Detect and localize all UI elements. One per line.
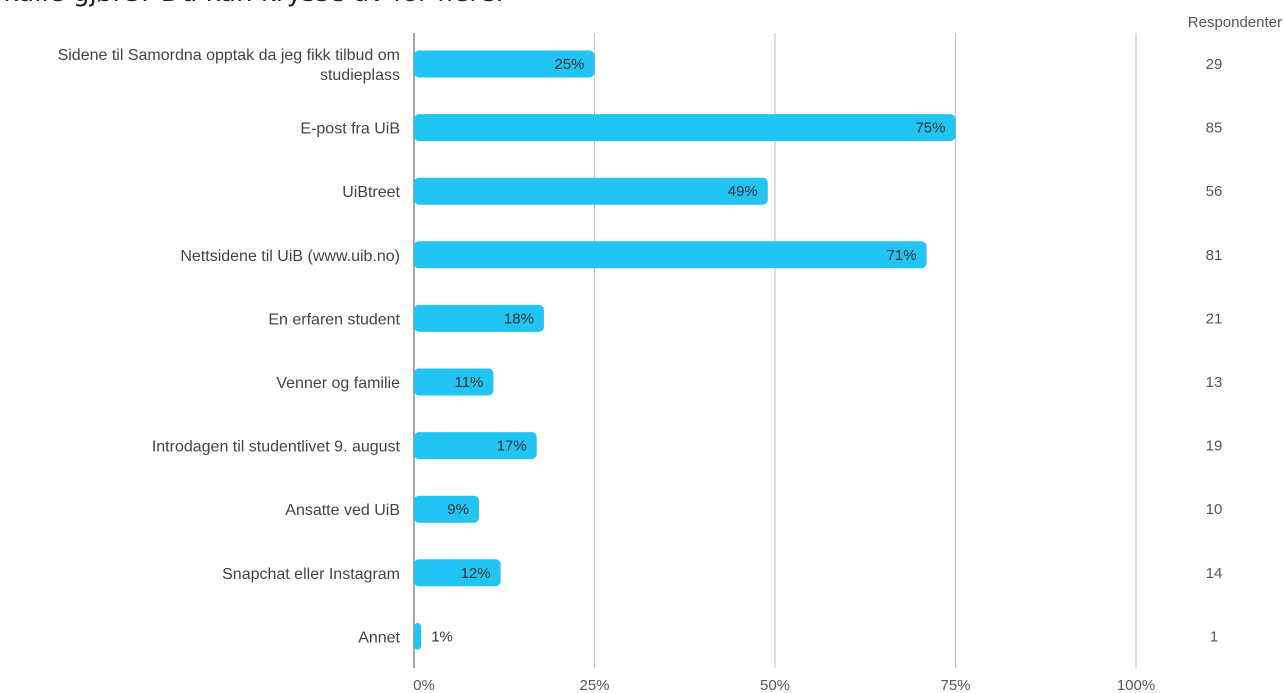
value-label: 18% xyxy=(504,310,534,327)
value-label: 49% xyxy=(728,183,758,200)
category-label: Ansatte ved UiB xyxy=(285,502,400,519)
bar xyxy=(414,177,768,205)
bar xyxy=(414,559,501,587)
respondent-count: 13 xyxy=(1206,374,1223,391)
respondent-count: 19 xyxy=(1206,438,1223,455)
category-label-line: Ansatte ved UiB xyxy=(285,502,400,519)
category-label-line: Venner og familie xyxy=(276,375,400,392)
category-label: Sidene til Samordna opptak da jeg fikk t… xyxy=(58,47,400,84)
category-label-line: Introdagen til studentlivet 9. august xyxy=(152,439,401,456)
category-label: En erfaren student xyxy=(268,311,400,328)
value-labels: 25% 75% 49% 71% 18% 11% 17% 9% 12% 1% xyxy=(431,56,945,645)
x-tick-label: 25% xyxy=(579,677,609,693)
category-label-line: E-post fra UiB xyxy=(300,121,400,138)
bar xyxy=(414,432,537,460)
respondents-header: Respondenter xyxy=(1187,14,1282,31)
category-labels: Sidene til Samordna opptak da jeg fikk t… xyxy=(58,47,401,646)
bar xyxy=(414,50,595,78)
respondent-counts: 29 85 56 81 21 13 19 10 14 1 xyxy=(1206,56,1223,645)
x-axis-ticks: 0% 25% 50% 75% 100% xyxy=(413,677,1155,693)
respondent-count: 29 xyxy=(1206,56,1223,73)
category-label-line: En erfaren student xyxy=(268,311,400,328)
bar xyxy=(414,368,494,396)
value-label: 9% xyxy=(447,501,469,518)
bar xyxy=(414,622,422,650)
respondent-count: 81 xyxy=(1206,247,1223,264)
category-label-line: Sidene til Samordna opptak da jeg fikk t… xyxy=(58,47,400,64)
category-label-line: Snapchat eller Instagram xyxy=(222,566,400,583)
category-label-line: Annet xyxy=(358,629,400,646)
category-label: Nettsidene til UiB (www.uib.no) xyxy=(180,248,400,265)
page-title: skulle gjøre? Du kan krysse av for flere… xyxy=(0,0,504,8)
respondent-count: 21 xyxy=(1206,310,1223,327)
respondent-count: 56 xyxy=(1206,183,1223,200)
category-label-line: studieplass xyxy=(320,67,400,84)
category-label: Annet xyxy=(358,629,400,646)
category-label: Venner og familie xyxy=(276,375,400,392)
x-tick-label: 50% xyxy=(760,677,790,693)
bars xyxy=(414,50,956,650)
respondent-count: 10 xyxy=(1206,501,1223,518)
x-tick-label: 100% xyxy=(1117,677,1155,693)
bar xyxy=(414,241,927,269)
bar xyxy=(414,304,544,332)
category-label: Snapchat eller Instagram xyxy=(222,566,400,583)
value-label: 17% xyxy=(497,438,527,455)
x-tick-label: 75% xyxy=(940,677,970,693)
category-label-line: UiBtreet xyxy=(342,184,400,201)
bar xyxy=(414,114,956,142)
category-label: E-post fra UiB xyxy=(300,121,400,138)
category-label: UiBtreet xyxy=(342,184,400,201)
x-tick-label: 0% xyxy=(413,677,435,693)
bar xyxy=(414,495,479,523)
category-label: Introdagen til studentlivet 9. august xyxy=(152,439,401,456)
value-label: 71% xyxy=(887,247,917,264)
value-label: 11% xyxy=(454,374,483,391)
value-label: 75% xyxy=(915,120,945,137)
respondent-count: 1 xyxy=(1210,628,1218,645)
category-label-line: Nettsidene til UiB (www.uib.no) xyxy=(180,248,400,265)
value-label: 1% xyxy=(431,628,453,645)
value-label: 12% xyxy=(461,565,491,582)
respondent-count: 85 xyxy=(1206,120,1223,137)
value-label: 25% xyxy=(554,56,584,73)
respondent-count: 14 xyxy=(1206,565,1223,582)
